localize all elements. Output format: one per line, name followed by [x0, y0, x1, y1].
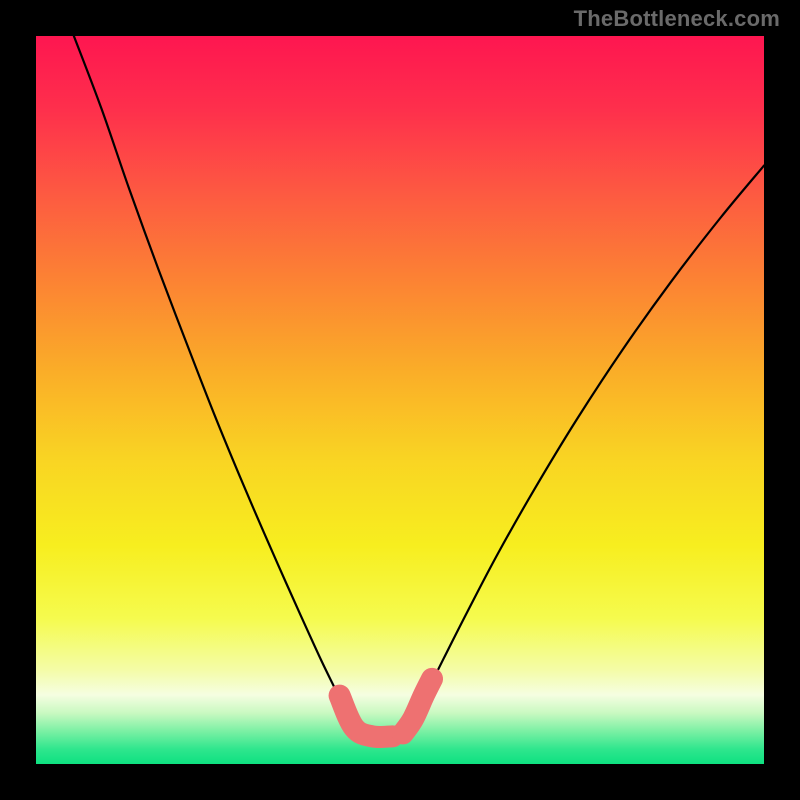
gradient-background — [36, 36, 764, 764]
watermark-label: TheBottleneck.com — [574, 6, 780, 32]
chart-frame: TheBottleneck.com — [0, 0, 800, 800]
bottleneck-chart — [36, 36, 764, 764]
